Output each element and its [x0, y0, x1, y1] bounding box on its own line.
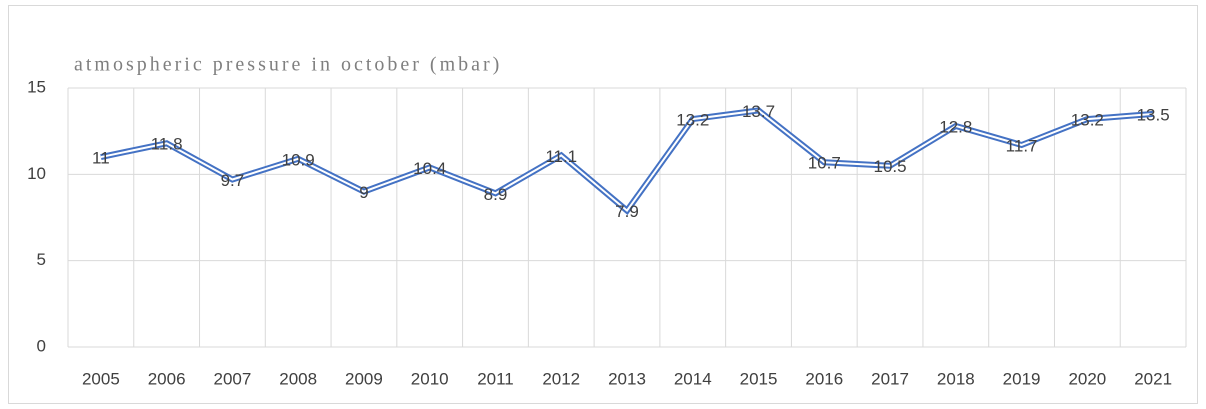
data-label: 8.9: [484, 185, 508, 204]
data-label: 11.1: [545, 147, 577, 166]
data-label: 13.5: [1137, 105, 1170, 124]
x-tick-label: 2009: [345, 369, 383, 388]
data-label: 10.7: [808, 154, 841, 173]
data-label: 13.2: [1071, 111, 1104, 130]
data-label: 9.7: [221, 171, 245, 190]
y-tick-label: 10: [27, 164, 46, 183]
x-tick-label: 2012: [542, 369, 580, 388]
x-tick-label: 2017: [871, 369, 909, 388]
data-label: 10.4: [413, 159, 446, 178]
x-tick-label: 2008: [279, 369, 317, 388]
x-tick-label: 2016: [805, 369, 843, 388]
chart-title: atmospheric pressure in october (mbar): [74, 54, 502, 76]
data-label: 10.5: [874, 157, 907, 176]
data-label: 11: [92, 149, 110, 168]
x-tick-label: 2015: [740, 369, 778, 388]
x-tick-label: 2014: [674, 369, 712, 388]
chart-border: [8, 5, 1198, 404]
data-label: 13.7: [742, 102, 775, 121]
x-tick-label: 2019: [1003, 369, 1041, 388]
x-tick-label: 2011: [477, 369, 514, 388]
x-tick-label: 2007: [213, 369, 251, 388]
data-label: 12.8: [939, 117, 972, 136]
x-tick-label: 2018: [937, 369, 975, 388]
x-tick-label: 2021: [1134, 369, 1172, 388]
line-inner: [100, 109, 1154, 213]
x-tick-label: 2005: [82, 369, 120, 388]
data-label: 11.8: [151, 135, 183, 154]
data-label: 10.9: [282, 150, 315, 169]
x-tick-label: 2006: [148, 369, 186, 388]
data-label: 7.9: [615, 202, 639, 221]
y-tick-label: 5: [37, 250, 46, 269]
data-label: 11.7: [1006, 136, 1038, 155]
x-tick-label: 2010: [411, 369, 449, 388]
x-tick-label: 2020: [1068, 369, 1106, 388]
data-label: 13.2: [676, 111, 709, 130]
y-tick-label: 0: [37, 336, 46, 355]
x-tick-label: 2013: [608, 369, 646, 388]
data-label: 9: [359, 183, 368, 202]
y-tick-label: 15: [27, 77, 46, 96]
